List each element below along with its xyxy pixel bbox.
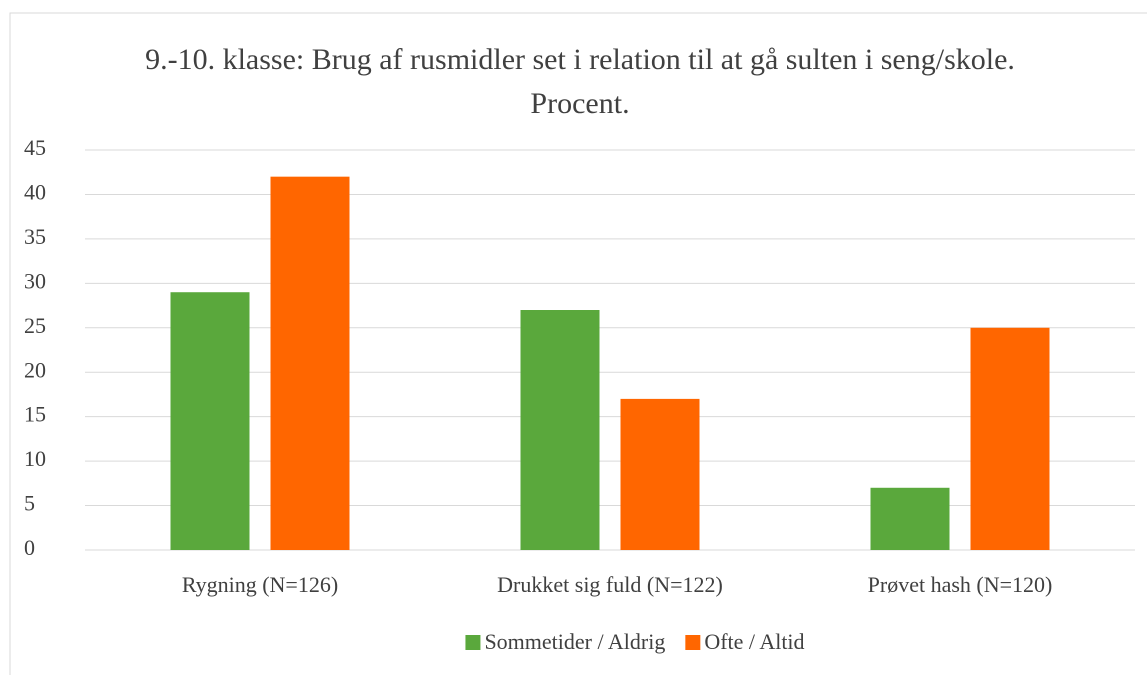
bar xyxy=(870,487,950,550)
y-tick-label: 10 xyxy=(24,446,46,471)
bar xyxy=(170,292,250,550)
legend-swatch xyxy=(465,635,481,650)
bar xyxy=(620,398,700,550)
bar xyxy=(520,310,600,550)
y-tick-label: 0 xyxy=(24,535,35,560)
bar xyxy=(970,327,1050,550)
chart-border xyxy=(9,12,1147,675)
y-tick-label: 40 xyxy=(24,179,46,204)
y-tick-label: 35 xyxy=(24,224,46,249)
legend-label: Ofte / Altid xyxy=(704,629,804,654)
y-tick-label: 45 xyxy=(24,135,46,160)
y-tick-label: 25 xyxy=(24,313,46,338)
x-tick-label: Prøvet hash (N=120) xyxy=(868,572,1053,597)
x-tick-label: Rygning (N=126) xyxy=(182,572,338,597)
y-tick-label: 30 xyxy=(24,268,46,293)
y-tick-label: 20 xyxy=(24,357,46,382)
legend-label: Sommetider / Aldrig xyxy=(484,629,665,654)
chart-title: 9.-10. klasse: Brug af rusmidler set i r… xyxy=(145,43,1015,120)
x-tick-label: Drukket sig fuld (N=122) xyxy=(497,572,723,597)
y-tick-label: 5 xyxy=(24,491,35,516)
legend-swatch xyxy=(685,635,701,650)
y-tick-label: 15 xyxy=(24,402,46,427)
bar xyxy=(270,176,350,550)
